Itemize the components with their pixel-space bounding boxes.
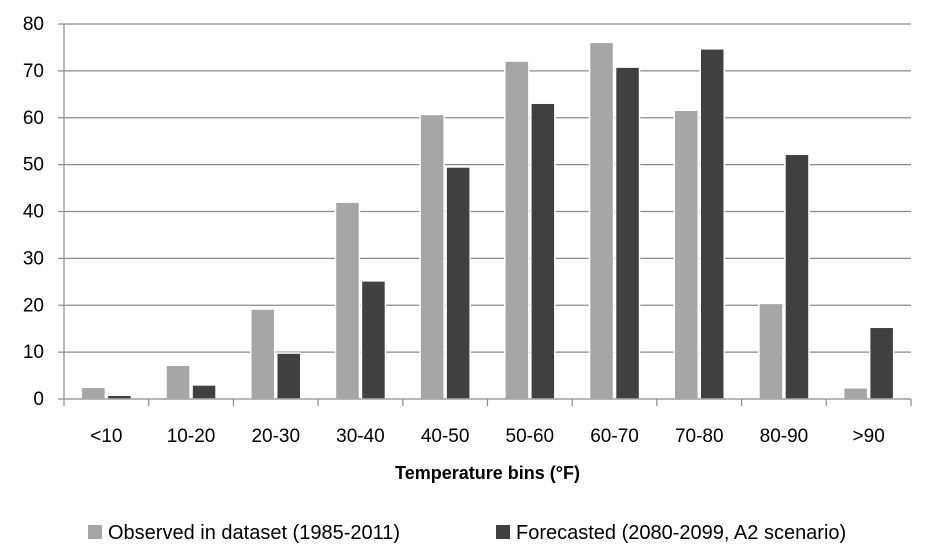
x-tick-label: 20-30 <box>251 426 300 447</box>
legend-label-forecasted: Forecasted (2080-2099, A2 scenario) <box>516 522 846 544</box>
bar-forecasted-4 <box>445 166 471 400</box>
x-tick-label: >90 <box>853 426 885 447</box>
x-tick-label: 30-40 <box>336 426 385 447</box>
axes <box>58 23 912 406</box>
x-tick-label: 60-70 <box>590 426 639 447</box>
y-tick-label-70: 70 <box>23 61 44 82</box>
bar-observed-2 <box>250 308 276 400</box>
bar-observed-8 <box>758 302 784 400</box>
bar-forecasted-1 <box>191 384 217 400</box>
x-tick-label: 80-90 <box>760 426 809 447</box>
bar-forecasted-5 <box>530 102 556 400</box>
bar-observed-6 <box>588 41 615 400</box>
bar-forecasted-6 <box>614 66 641 400</box>
bar-forecasted-8 <box>784 153 810 400</box>
y-tick-label-80: 80 <box>23 14 44 35</box>
y-tick-label-50: 50 <box>23 155 44 176</box>
bar-observed-4 <box>419 113 445 400</box>
x-axis-title: Temperature bins (°F) <box>395 463 580 483</box>
legend-swatch-forecasted <box>496 525 510 539</box>
legend-swatch-observed <box>88 525 102 539</box>
x-tick-label: 50-60 <box>506 426 555 447</box>
bar-observed-5 <box>504 60 530 400</box>
bar-forecasted-2 <box>276 352 302 400</box>
bars <box>80 41 895 400</box>
x-tick-label: 40-50 <box>421 426 470 447</box>
x-tick-label: 10-20 <box>167 426 216 447</box>
axis-labels: 0 10 20 30 40 50 60 70 80 <10 10-20 20-30 30-40 40-50… <box>23 14 885 447</box>
y-tick-label-20: 20 <box>23 295 44 316</box>
y-tick-label-40: 40 <box>23 202 44 223</box>
legend: Observed in dataset (1985-2011) Forecaste… <box>88 522 846 544</box>
x-tick-label: <10 <box>90 426 122 447</box>
y-tick-label-10: 10 <box>23 342 44 363</box>
y-tick-label-60: 60 <box>23 108 44 129</box>
bar-forecasted-9 <box>868 326 895 400</box>
legend-label-observed: Observed in dataset (1985-2011) <box>108 522 400 544</box>
x-tick-label: 70-80 <box>675 426 724 447</box>
bar-observed-3 <box>334 201 361 400</box>
bar-observed-9 <box>842 387 869 400</box>
bar-observed-1 <box>165 364 191 400</box>
bar-forecasted-3 <box>360 280 387 400</box>
gridlines <box>64 23 911 353</box>
y-tick-label-0: 0 <box>33 389 44 410</box>
bar-forecasted-7 <box>699 48 725 400</box>
bar-observed-0 <box>80 386 107 400</box>
y-tick-label-30: 30 <box>23 248 44 269</box>
bar-observed-7 <box>673 109 699 400</box>
